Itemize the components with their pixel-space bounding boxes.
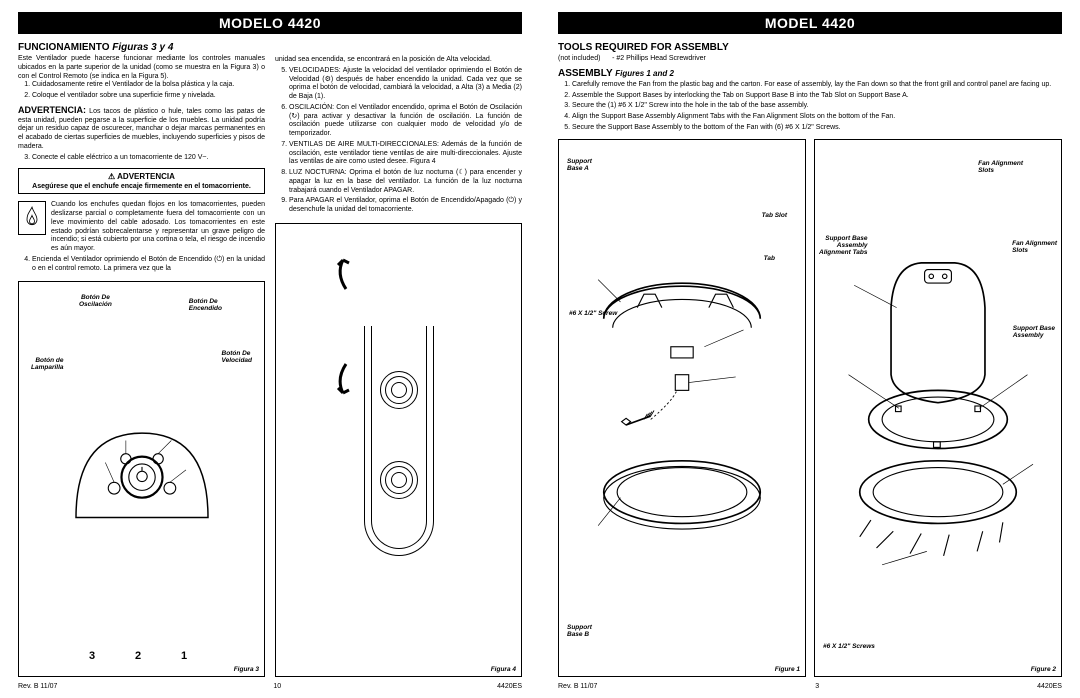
func-head-ital: Figuras 3 y 4 bbox=[112, 42, 173, 53]
label-osc: Botón DeOscilación bbox=[79, 294, 112, 308]
asm-step-3: Secure the (1) #6 X 1/2" Screw into the … bbox=[572, 102, 1062, 111]
asm-head-ital: Figures 1 and 2 bbox=[615, 69, 674, 78]
asm-step-5: Secure the Support Base Assembly to the … bbox=[572, 124, 1062, 133]
footer-code-l: 4420ES bbox=[497, 683, 522, 690]
fig2-caption: Figure 2 bbox=[1031, 666, 1056, 673]
assembly-figures: SupportBase A Tab Slot Tab #6 X 1/2" Scr… bbox=[558, 139, 1062, 678]
asm-head-text: ASSEMBLY bbox=[558, 68, 612, 79]
warn-row: Cuando los enchufes quedan flojos en los… bbox=[18, 201, 265, 254]
figure-2: Fan AlignmentSlots Support BaseAssemblyA… bbox=[814, 139, 1062, 678]
step4-list: Encienda el Ventilador oprimiendo el Bot… bbox=[32, 256, 265, 276]
arrow-down-icon bbox=[331, 359, 361, 399]
figure-3: Botón deLamparilla Botón DeOscilación Bo… bbox=[18, 281, 265, 677]
fig4-caption: Figura 4 bbox=[491, 666, 516, 673]
right-top: TOOLS REQUIRED FOR ASSEMBLY (not include… bbox=[558, 38, 1062, 135]
fan-column bbox=[364, 326, 434, 556]
label-slots1: Fan AlignmentSlots bbox=[978, 160, 1023, 174]
footer-rev-l: Rev. B 11/07 bbox=[18, 683, 57, 690]
label-screws: #6 X 1/2" Screws bbox=[823, 643, 875, 650]
func-head-text: FUNCIONAMIENTO bbox=[18, 42, 109, 53]
warn-title: ⚠ ADVERTENCIA bbox=[24, 172, 259, 181]
advertencia-inline: ADVERTENCIA: Los tacos de plástico o hul… bbox=[18, 105, 265, 152]
control-panel-svg bbox=[67, 419, 217, 529]
fig3-caption: Figura 3 bbox=[234, 666, 259, 673]
title-bar-left: MODELO 4420 bbox=[18, 12, 522, 34]
step-b8: LUZ NOCTURNA: Oprima el botón de luz noc… bbox=[289, 169, 522, 195]
advert-head: ADVERTENCIA: bbox=[18, 105, 86, 115]
step-b6: OSCILACIÓN: Con el Ventilador encendido,… bbox=[289, 104, 522, 139]
asm-step-1: Carefully remove the Fan from the plasti… bbox=[572, 81, 1062, 90]
speed-3: 3 bbox=[89, 650, 95, 662]
label-slots2: Fan AlignmentSlots bbox=[1012, 240, 1057, 254]
step-a1: Cuidadosamente retire el Ventilador de l… bbox=[32, 81, 265, 90]
arrow-up-icon bbox=[331, 254, 361, 294]
assembly-steps: Carefully remove the Fan from the plasti… bbox=[572, 81, 1062, 133]
footer-rev-r: Rev. B 11/07 bbox=[558, 683, 597, 690]
label-baseB: SupportBase B bbox=[567, 624, 592, 638]
step-b9: Para APAGAR el Ventilador, oprima el Bot… bbox=[289, 197, 522, 215]
assembly-head: ASSEMBLY Figures 1 and 2 bbox=[558, 68, 1062, 79]
label-tab: Tab bbox=[764, 255, 775, 262]
fig1-caption: Figure 1 bbox=[775, 666, 800, 673]
title-bar-right: MODEL 4420 bbox=[558, 12, 1062, 34]
warn-body: Cuando los enchufes quedan flojos en los… bbox=[51, 201, 265, 254]
fig1-svg bbox=[559, 140, 805, 677]
label-screw: #6 X 1/2" Screw bbox=[569, 310, 617, 317]
fan-grill-bottom bbox=[380, 461, 418, 499]
fig2-svg bbox=[815, 140, 1061, 677]
tools-text: (not included) - #2 Phillips Head Screwd… bbox=[558, 55, 1062, 64]
left-col-1: FUNCIONAMIENTO Figuras 3 y 4 Este Ventil… bbox=[18, 38, 265, 677]
page-left: MODELO 4420 FUNCIONAMIENTO Figuras 3 y 4… bbox=[0, 0, 540, 698]
tools-head: TOOLS REQUIRED FOR ASSEMBLY bbox=[558, 42, 1062, 53]
step-3: Conecte el cable eléctrico a un tomacorr… bbox=[32, 154, 265, 163]
fan-grill-top bbox=[380, 371, 418, 409]
footer-page-r: 3 bbox=[815, 683, 819, 690]
col2-top: unidad sea encendida, se encontrará en l… bbox=[275, 56, 522, 65]
figure-1: SupportBase A Tab Slot Tab #6 X 1/2" Scr… bbox=[558, 139, 806, 678]
intro-text: Este Ventilador puede hacerse funcionar … bbox=[18, 55, 265, 81]
label-sbtabs: Support BaseAssemblyAlignment Tabs bbox=[819, 235, 868, 256]
step3-list: Conecte el cable eléctrico a un tomacorr… bbox=[32, 154, 265, 165]
speed-2: 2 bbox=[135, 650, 141, 662]
label-baseA: SupportBase A bbox=[567, 158, 592, 172]
label-lamp: Botón deLamparilla bbox=[31, 357, 64, 371]
left-body: FUNCIONAMIENTO Figuras 3 y 4 Este Ventil… bbox=[18, 38, 522, 677]
label-on: Botón DeEncendido bbox=[189, 298, 222, 312]
asm-step-2: Assemble the Support Bases by interlocki… bbox=[572, 92, 1062, 101]
step-b7: VENTILAS DE AIRE MULTI-DIRECCIONALES: Ad… bbox=[289, 141, 522, 167]
footer-code-r: 4420ES bbox=[1037, 683, 1062, 690]
page-right: MODEL 4420 TOOLS REQUIRED FOR ASSEMBLY (… bbox=[540, 0, 1080, 698]
figure-4: Figura 4 bbox=[275, 223, 522, 677]
left-col-2: unidad sea encendida, se encontrará en l… bbox=[275, 38, 522, 677]
step-4: Encienda el Ventilador oprimiendo el Bot… bbox=[32, 256, 265, 274]
warning-box: ⚠ ADVERTENCIA Asegúrese que el enchufe e… bbox=[18, 168, 265, 194]
label-tabslot: Tab Slot bbox=[762, 212, 787, 219]
footer-page-l: 10 bbox=[273, 683, 281, 690]
step-a2: Coloque el ventilador sobre una superfic… bbox=[32, 92, 265, 101]
warn-bold: Asegúrese que el enchufe encaje firmemen… bbox=[32, 183, 251, 190]
steps-a: Cuidadosamente retire el Ventilador de l… bbox=[32, 81, 265, 103]
footer-right: Rev. B 11/07 3 4420ES bbox=[558, 677, 1062, 690]
asm-step-4: Align the Support Base Assembly Alignmen… bbox=[572, 113, 1062, 122]
flame-icon bbox=[18, 201, 46, 235]
label-speed: Botón DeVelocidad bbox=[222, 350, 252, 364]
steps-b: VELOCIDADES: Ajuste la velocidad del ven… bbox=[289, 67, 522, 217]
speed-1: 1 bbox=[181, 650, 187, 662]
label-sba: Support BaseAssembly bbox=[1013, 325, 1055, 339]
step-b5: VELOCIDADES: Ajuste la velocidad del ven… bbox=[289, 67, 522, 102]
funcionamiento-head: FUNCIONAMIENTO Figuras 3 y 4 bbox=[18, 42, 265, 53]
footer-left: Rev. B 11/07 10 4420ES bbox=[18, 677, 522, 690]
